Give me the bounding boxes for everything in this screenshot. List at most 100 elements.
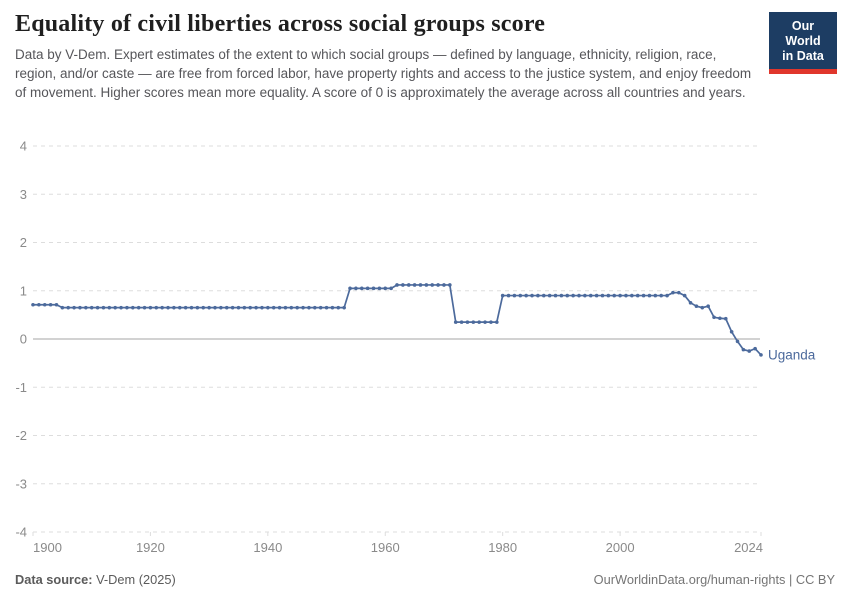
data-point[interactable]: [224, 305, 229, 310]
data-point[interactable]: [489, 320, 493, 324]
data-point[interactable]: [618, 293, 622, 298]
data-point[interactable]: [95, 305, 100, 310]
data-point[interactable]: [348, 286, 352, 291]
data-point[interactable]: [84, 305, 88, 310]
data-point[interactable]: [307, 305, 311, 310]
data-point[interactable]: [665, 293, 669, 298]
data-point[interactable]: [172, 305, 176, 310]
data-point[interactable]: [142, 305, 147, 310]
data-point[interactable]: [119, 305, 123, 310]
data-point[interactable]: [483, 320, 487, 324]
data-point[interactable]: [594, 293, 599, 298]
data-point[interactable]: [283, 305, 288, 310]
data-point[interactable]: [277, 305, 282, 310]
data-point[interactable]: [42, 302, 47, 307]
data-point[interactable]: [154, 305, 159, 310]
data-point[interactable]: [289, 305, 294, 310]
data-point[interactable]: [189, 305, 194, 310]
data-point[interactable]: [336, 305, 341, 310]
data-point[interactable]: [254, 305, 258, 310]
data-point[interactable]: [37, 302, 41, 307]
data-point[interactable]: [354, 286, 358, 291]
data-point[interactable]: [465, 320, 470, 324]
data-point[interactable]: [500, 293, 505, 298]
owid-logo[interactable]: Our World in Data: [769, 12, 837, 75]
data-point[interactable]: [635, 293, 640, 298]
data-point[interactable]: [60, 305, 65, 310]
data-point[interactable]: [160, 305, 164, 310]
data-point[interactable]: [536, 293, 540, 298]
chart-canvas[interactable]: 4 3 2 1 0 -1 -2 -3 -4 1900 1920 1940 1960 1980 2000 202…: [0, 133, 850, 563]
data-point[interactable]: [459, 320, 464, 324]
footer-license-link[interactable]: OurWorldinData.org/human-rights | CC BY: [593, 572, 835, 587]
data-point[interactable]: [700, 305, 705, 310]
data-point[interactable]: [424, 283, 429, 287]
data-point[interactable]: [759, 353, 763, 357]
data-point[interactable]: [723, 316, 728, 321]
data-point[interactable]: [659, 293, 663, 298]
data-point[interactable]: [260, 305, 264, 310]
data-point[interactable]: [436, 283, 440, 287]
data-point[interactable]: [641, 293, 646, 298]
data-point[interactable]: [541, 293, 546, 298]
data-point[interactable]: [183, 305, 188, 310]
data-point[interactable]: [271, 305, 276, 310]
data-point[interactable]: [107, 305, 112, 310]
data-point[interactable]: [688, 301, 693, 305]
data-point[interactable]: [371, 286, 376, 291]
data-point[interactable]: [471, 320, 476, 324]
data-point[interactable]: [324, 305, 329, 310]
data-point[interactable]: [671, 290, 675, 295]
data-point[interactable]: [383, 286, 388, 291]
entity-label-uganda[interactable]: Uganda: [768, 347, 816, 362]
data-point[interactable]: [236, 305, 241, 310]
data-point[interactable]: [131, 305, 135, 310]
data-point[interactable]: [524, 293, 528, 298]
data-point[interactable]: [313, 305, 317, 310]
data-point[interactable]: [177, 305, 182, 310]
data-point[interactable]: [406, 283, 411, 287]
data-point[interactable]: [213, 305, 217, 310]
data-point[interactable]: [136, 305, 141, 310]
data-point[interactable]: [506, 293, 511, 298]
data-point[interactable]: [166, 305, 170, 310]
data-point[interactable]: [295, 305, 299, 310]
data-point[interactable]: [365, 286, 370, 291]
data-point[interactable]: [31, 302, 35, 307]
data-point[interactable]: [195, 305, 200, 310]
data-point[interactable]: [401, 283, 405, 287]
data-point[interactable]: [682, 293, 687, 298]
data-point[interactable]: [453, 320, 458, 324]
data-point[interactable]: [201, 305, 206, 310]
data-point[interactable]: [512, 293, 517, 298]
data-point[interactable]: [342, 305, 346, 310]
data-point[interactable]: [72, 305, 76, 310]
data-point[interactable]: [647, 293, 652, 298]
data-point[interactable]: [553, 293, 558, 298]
data-point[interactable]: [741, 347, 746, 352]
data-point[interactable]: [712, 315, 716, 320]
data-point[interactable]: [318, 305, 323, 310]
data-point[interactable]: [606, 293, 611, 298]
data-point[interactable]: [612, 293, 617, 298]
data-point[interactable]: [230, 305, 235, 310]
data-point[interactable]: [653, 293, 658, 298]
data-point[interactable]: [583, 293, 587, 298]
data-point[interactable]: [718, 316, 722, 321]
data-point[interactable]: [248, 305, 253, 310]
data-point[interactable]: [242, 305, 247, 310]
data-point[interactable]: [706, 304, 710, 308]
data-point[interactable]: [330, 305, 335, 310]
data-point[interactable]: [78, 305, 82, 310]
data-point[interactable]: [412, 283, 417, 287]
data-point[interactable]: [418, 283, 423, 287]
data-point[interactable]: [729, 329, 734, 334]
data-point[interactable]: [588, 293, 593, 298]
data-line-uganda[interactable]: [33, 284, 762, 356]
data-point[interactable]: [753, 346, 757, 351]
data-point[interactable]: [89, 305, 94, 310]
data-point[interactable]: [677, 290, 681, 295]
data-point[interactable]: [735, 339, 740, 344]
data-point[interactable]: [442, 283, 446, 287]
data-point[interactable]: [101, 305, 106, 310]
